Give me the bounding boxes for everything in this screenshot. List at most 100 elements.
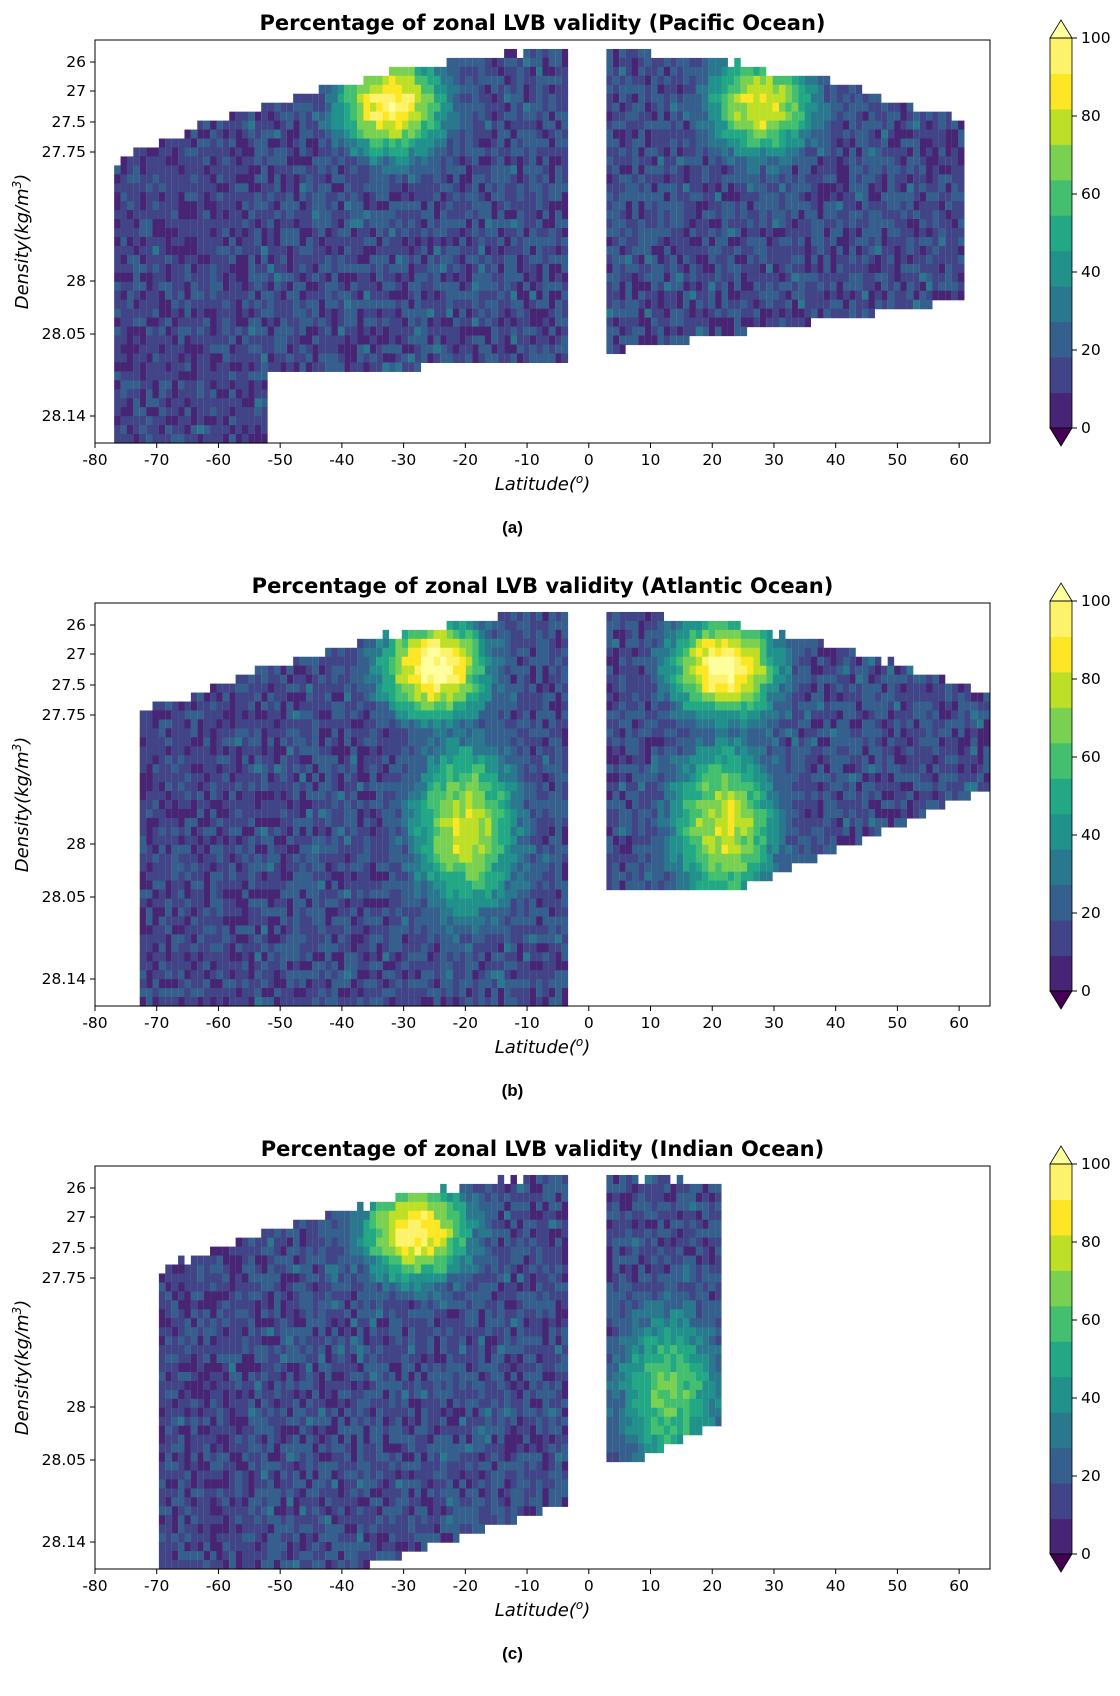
heatmap-cell (210, 416, 216, 426)
heatmap-cell (236, 782, 242, 792)
heatmap-cell (312, 327, 318, 337)
heatmap-cell (197, 291, 203, 301)
heatmap-cell (421, 336, 427, 346)
heatmap-cell (926, 183, 932, 193)
heatmap-cell (888, 228, 894, 238)
heatmap-cell (140, 872, 146, 882)
heatmap-cell (274, 710, 280, 720)
heatmap-cell (121, 398, 127, 408)
heatmap-cell (664, 121, 670, 131)
heatmap-cell (479, 344, 485, 354)
heatmap-cell (370, 156, 376, 166)
heatmap-cell (229, 710, 235, 720)
heatmap-cell (146, 907, 152, 917)
heatmap-cell (466, 282, 472, 292)
heatmap-cell (114, 264, 120, 274)
heatmap-cell (159, 863, 165, 873)
heatmap-cell (402, 174, 408, 184)
heatmap-cell (536, 49, 542, 59)
heatmap-cell (287, 764, 293, 774)
heatmap-cell (178, 192, 184, 202)
heatmap-cell (153, 362, 159, 372)
heatmap-cell (542, 237, 548, 247)
heatmap-cell (721, 147, 727, 157)
heatmap-cell (216, 210, 222, 220)
heatmap-cell (172, 773, 178, 783)
heatmap-cell (466, 156, 472, 166)
heatmap-cell (511, 67, 517, 77)
heatmap-cell (747, 183, 753, 193)
heatmap-cell (958, 165, 964, 175)
heatmap-cell (248, 121, 254, 131)
heatmap-cell (408, 273, 414, 283)
heatmap-cell (204, 854, 210, 864)
heatmap-cell (517, 210, 523, 220)
heatmap-cell (300, 201, 306, 211)
heatmap-cell (517, 291, 523, 301)
heatmap-cell (293, 881, 299, 891)
heatmap-cell (197, 336, 203, 346)
heatmap-cell (197, 916, 203, 926)
heatmap-cell (511, 85, 517, 95)
heatmap-cell (536, 192, 542, 202)
heatmap-cell (306, 121, 312, 131)
heatmap-cell (229, 737, 235, 747)
heatmap-cell (255, 121, 261, 131)
heatmap-cell (856, 85, 862, 95)
heatmap-cell (837, 300, 843, 310)
heatmap-cell (824, 192, 830, 202)
heatmap-cell (856, 156, 862, 166)
heatmap-cell (651, 58, 657, 68)
heatmap-cell (261, 255, 267, 265)
heatmap-cell (830, 201, 836, 211)
heatmap-cell (268, 210, 274, 220)
heatmap-cell (466, 139, 472, 149)
heatmap-cell (817, 76, 823, 86)
heatmap-cell (900, 300, 906, 310)
heatmap-cell (280, 746, 286, 756)
heatmap-cell (268, 139, 274, 149)
heatmap-cell (197, 237, 203, 247)
heatmap-cell (383, 327, 389, 337)
heatmap-cell (216, 246, 222, 256)
heatmap-cell (204, 425, 210, 435)
heatmap-cell (248, 192, 254, 202)
heatmap-cell (178, 300, 184, 310)
heatmap-cell (766, 264, 772, 274)
heatmap-cell (216, 773, 222, 783)
heatmap-cell (766, 237, 772, 247)
heatmap-cell (210, 746, 216, 756)
heatmap-cell (491, 192, 497, 202)
heatmap-cell (261, 246, 267, 256)
heatmap-cell (300, 219, 306, 229)
heatmap-cell (287, 737, 293, 747)
heatmap-cell (165, 800, 171, 810)
heatmap-cell (920, 282, 926, 292)
heatmap-cell (472, 210, 478, 220)
heatmap-cell (146, 300, 152, 310)
heatmap-cell (645, 67, 651, 77)
heatmap-cell (165, 773, 171, 783)
heatmap-cell (632, 139, 638, 149)
heatmap-cell (894, 219, 900, 229)
heatmap-cell (504, 336, 510, 346)
heatmap-cell (261, 183, 267, 193)
heatmap-cell (287, 979, 293, 989)
heatmap-cell (268, 130, 274, 140)
heatmap-cell (683, 273, 689, 283)
heatmap-cell (849, 174, 855, 184)
heatmap-cell (805, 246, 811, 256)
heatmap-cell (178, 809, 184, 819)
heatmap-cell (402, 165, 408, 175)
heatmap-cell (824, 309, 830, 319)
heatmap-cell (140, 318, 146, 328)
heatmap-cell (459, 300, 465, 310)
heatmap-cell (370, 282, 376, 292)
heatmap-cell (133, 407, 139, 417)
heatmap-cell (197, 702, 203, 712)
heatmap-cell (274, 845, 280, 855)
heatmap-cell (530, 67, 536, 77)
heatmap-cell (184, 988, 190, 998)
heatmap-cell (229, 156, 235, 166)
heatmap-cell (402, 112, 408, 122)
